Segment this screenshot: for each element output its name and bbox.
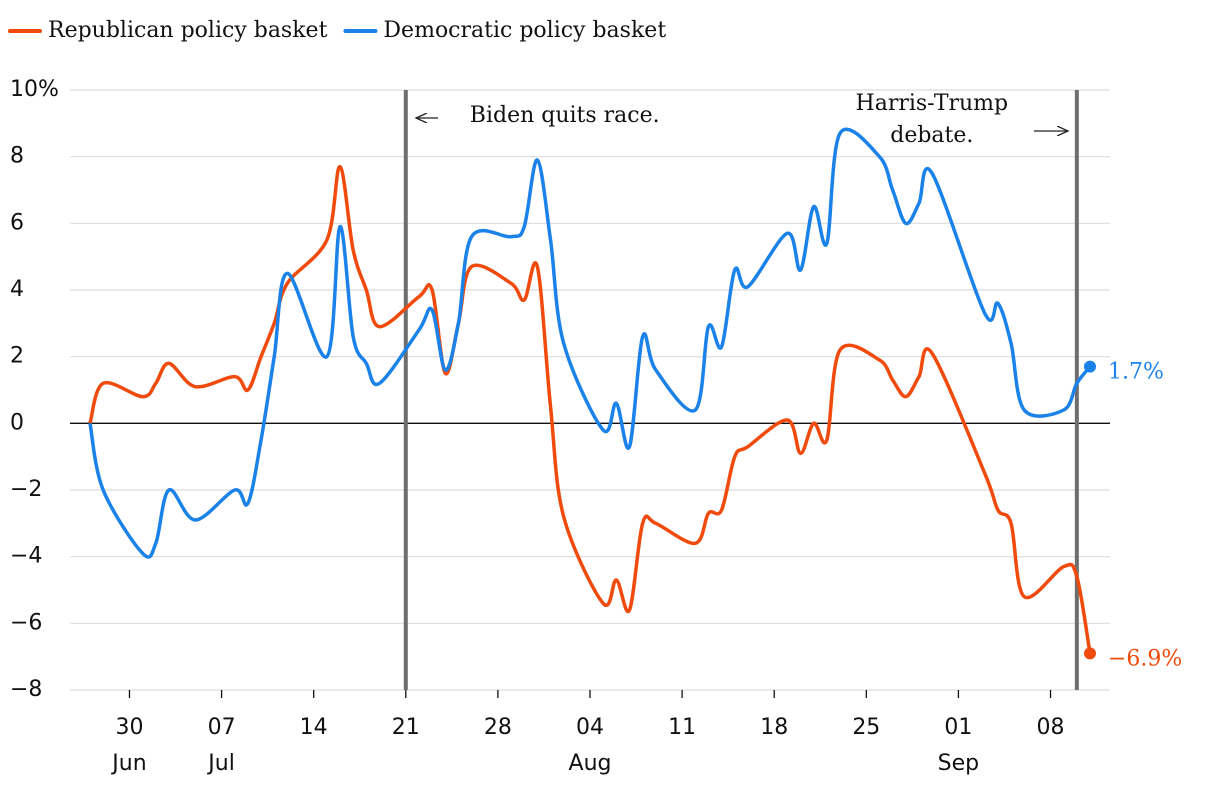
y-tick-label: 6 [10,210,24,235]
x-month-label: Sep [938,751,979,776]
y-tick-label: −6 [10,610,42,635]
end-label: 1.7% [1108,360,1164,385]
y-tick-label: 10% [10,77,59,102]
x-tick-label: 21 [392,715,420,740]
y-tick-label: 0 [10,410,24,435]
x-tick-label: 07 [208,715,236,740]
x-tick-label: 08 [1037,715,1065,740]
x-tick-label: 25 [852,715,880,740]
x-month-label: Aug [569,751,612,776]
x-tick-label: 04 [576,715,604,740]
y-tick-label: −8 [10,677,42,702]
x-tick-label: 28 [484,715,512,740]
y-tick-label: −2 [10,477,42,502]
annotation-text: Biden quits race. [470,103,660,128]
y-tick-label: 4 [10,277,24,302]
end-label: −6.9% [1108,646,1182,671]
end-dot [1084,647,1096,660]
end-dot [1084,360,1096,373]
y-tick-label: 2 [10,344,24,369]
legend-label: Republican policy basket [48,18,328,43]
x-tick-label: 14 [300,715,328,740]
annotation-text: debate. [890,123,973,148]
y-tick-label: −4 [10,544,42,569]
x-tick-label: 18 [760,715,788,740]
y-tick-label: 8 [10,144,24,169]
x-month-label: Jul [206,751,235,776]
x-tick-label: 11 [668,715,696,740]
annotation-text: Harris-Trump [856,91,1009,116]
x-tick-label: 01 [944,715,972,740]
legend-label: Democratic policy basket [383,18,666,43]
x-month-label: Jun [110,751,146,776]
x-tick-label: 30 [115,715,143,740]
series-line [88,127,1092,559]
series-line [88,164,1092,654]
